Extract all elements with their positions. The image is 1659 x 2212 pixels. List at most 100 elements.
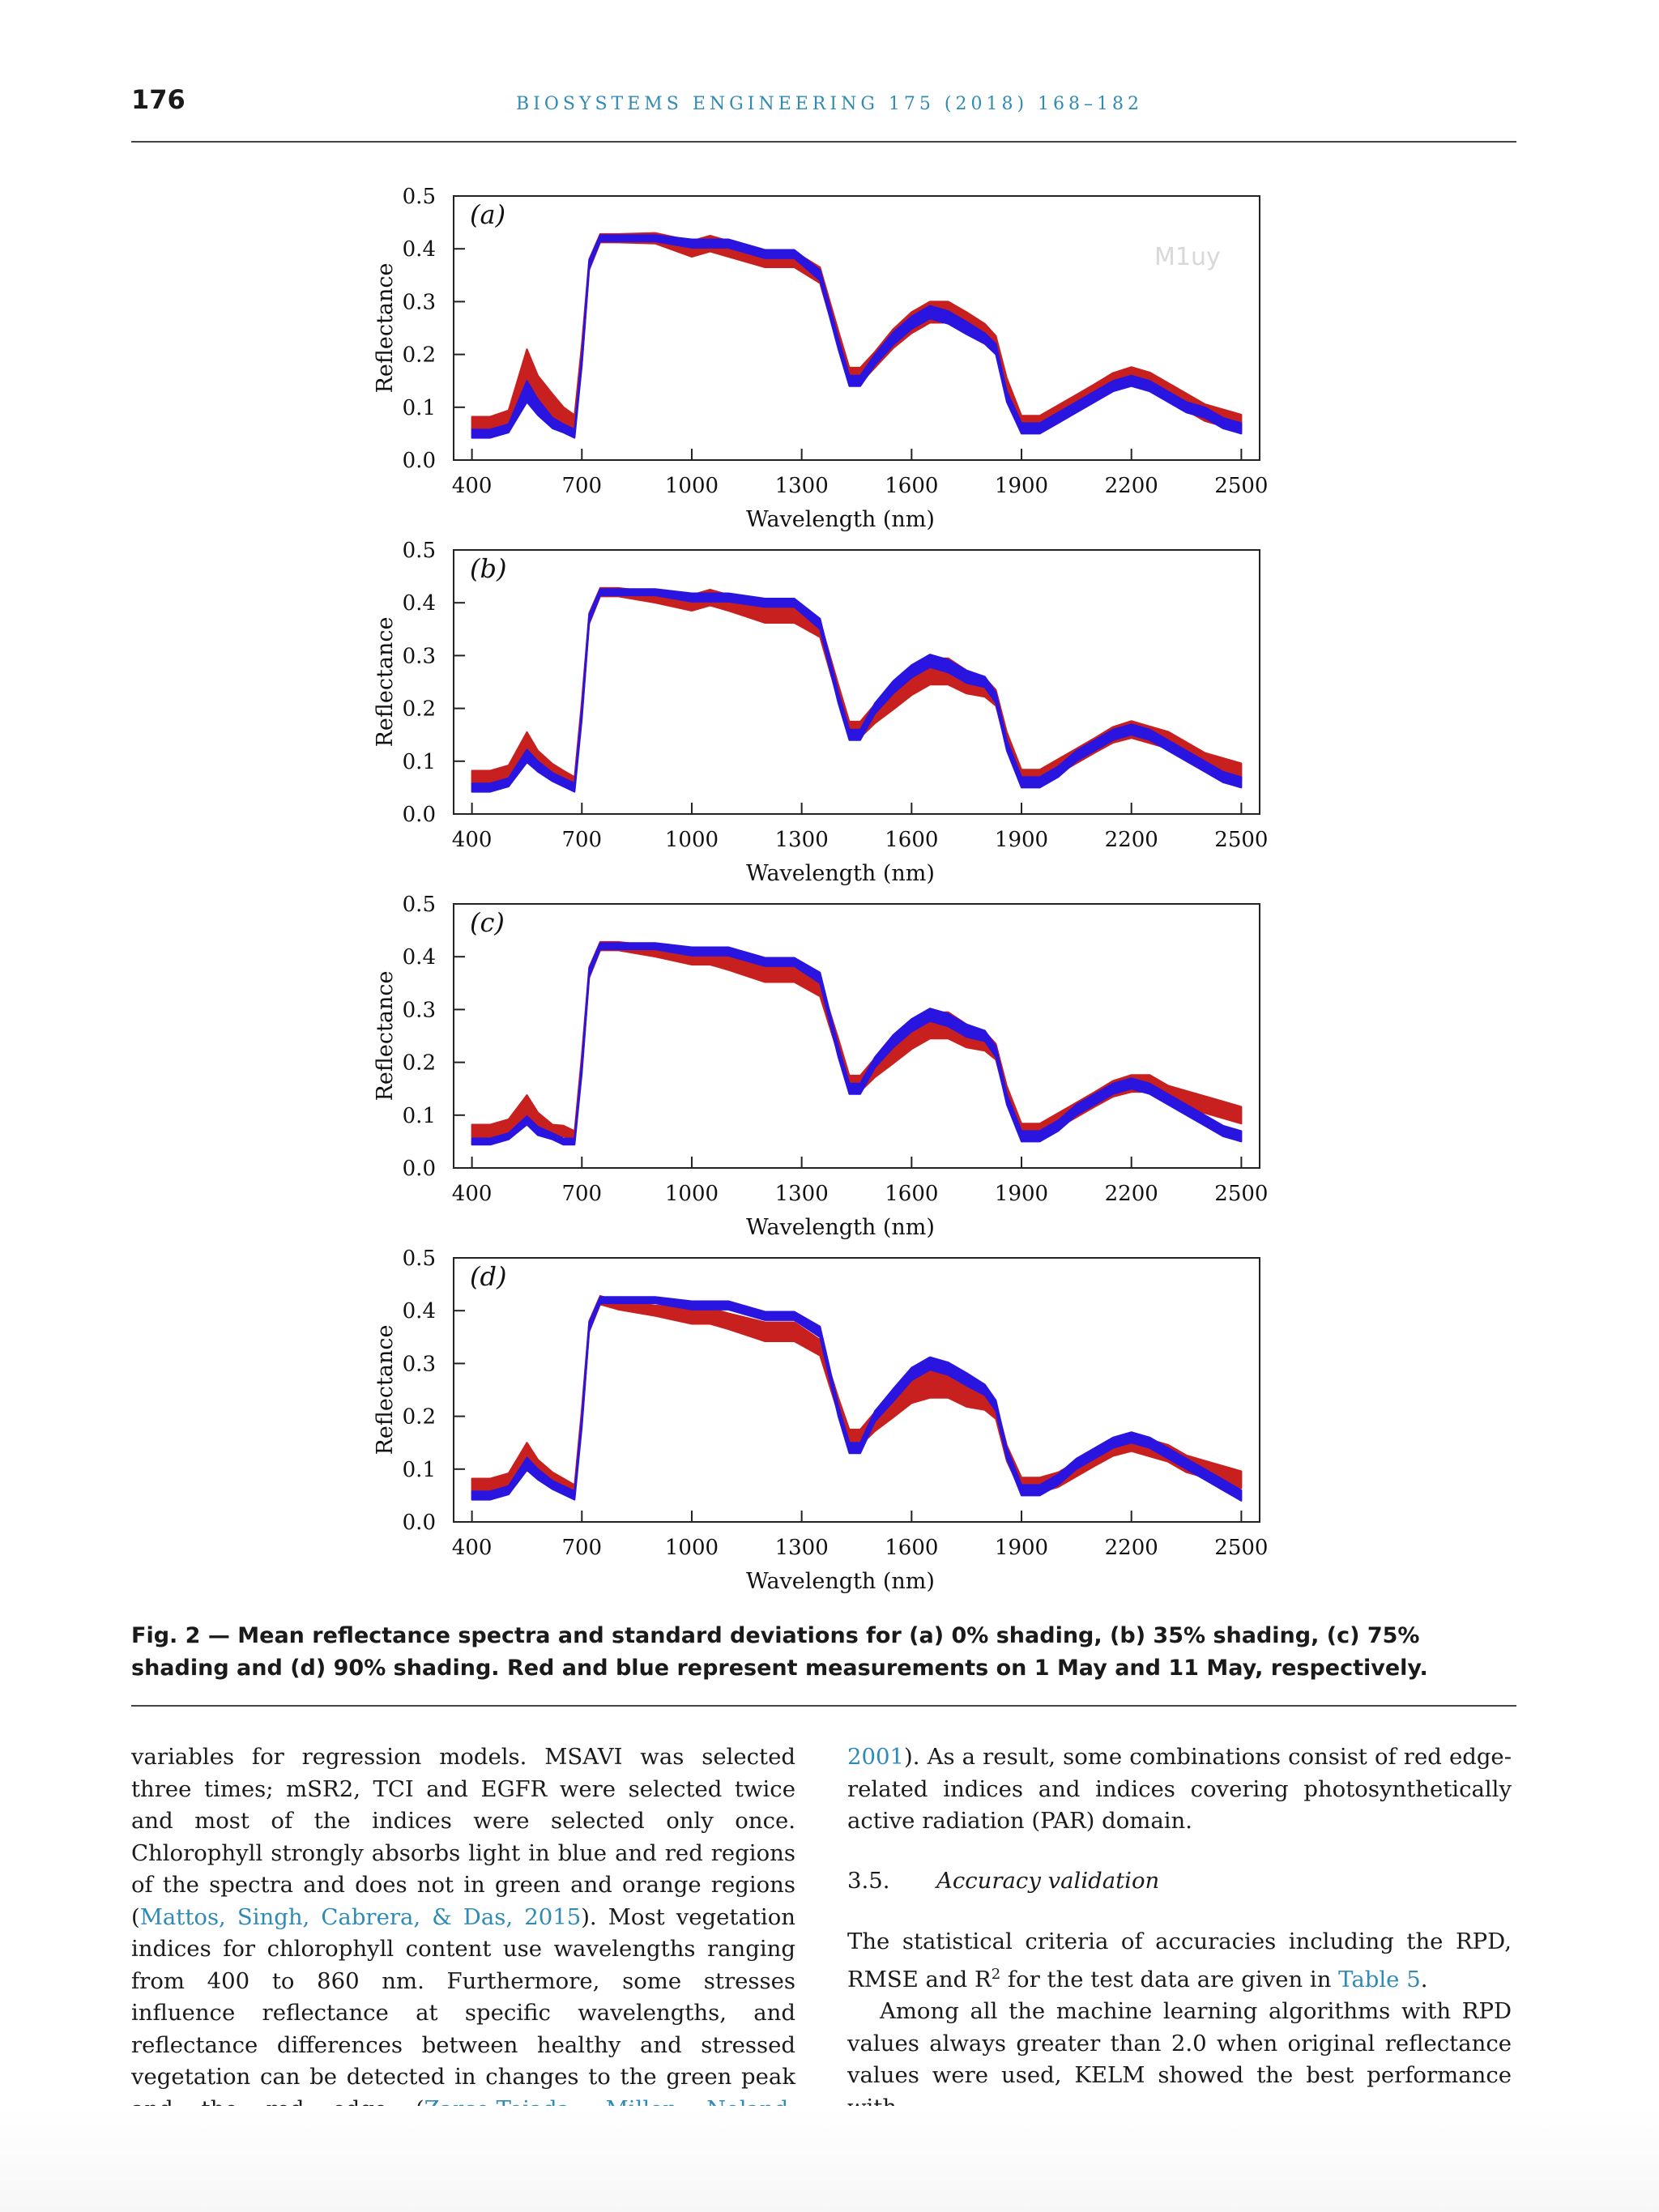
x-tick-label: 1000 <box>665 1182 719 1206</box>
x-tick-label: 1600 <box>885 1536 938 1560</box>
text: Among all the machine learning algorithm… <box>847 1998 1512 2120</box>
spectra-panel-a: 400 700 1000 1300 1600 1900 2200 2500 0.0 0.1 0.2 0… <box>373 185 1268 532</box>
y-tick-label: 0.3 <box>403 998 436 1022</box>
paragraph: 2001). As a result, some combinations co… <box>847 1741 1512 1838</box>
text: ). As a result, some combinations consis… <box>847 1744 1512 1834</box>
y-tick-label: 0.1 <box>403 750 436 774</box>
x-tick-label: 2500 <box>1214 474 1268 498</box>
y-axis-label: Reflectance <box>373 971 398 1102</box>
x-tick-label: 1600 <box>885 1182 938 1206</box>
x-tick-label: 400 <box>452 1536 493 1560</box>
x-tick-label: 400 <box>452 474 493 498</box>
x-tick-label: 1300 <box>775 1536 829 1560</box>
panel-label: (d) <box>470 1261 506 1292</box>
may11-spectrum-band <box>471 942 1243 1146</box>
x-tick-label: 1300 <box>775 1182 829 1206</box>
y-tick-label: 0.2 <box>403 1405 436 1430</box>
plot-frame <box>453 903 1260 1169</box>
x-axis-label: Wavelength (nm) <box>746 1569 935 1594</box>
x-tick-label: 1900 <box>995 1182 1048 1206</box>
y-tick-label: 0.3 <box>403 290 436 314</box>
x-tick-label: 400 <box>452 828 493 852</box>
journal-running-head: BIOSYSTEMS ENGINEERING 175 (2018) 168–18… <box>515 94 1143 114</box>
caption-label: Fig. 2 — <box>131 1623 238 1648</box>
paragraph: variables for regression models. MSAVI w… <box>131 1741 795 2158</box>
x-tick-label: 1300 <box>775 828 829 852</box>
text: for the test data are given in <box>1000 1966 1339 1993</box>
x-tick-label: 1900 <box>995 1536 1048 1560</box>
text: ). Most vegetation indices for chlorophy… <box>131 1903 795 2122</box>
may1-spectrum-band <box>471 1294 1243 1497</box>
x-tick-label: 700 <box>561 828 602 852</box>
caption-text: Mean reflectance spectra and standard de… <box>131 1623 1428 1681</box>
text: . <box>1420 1966 1428 1993</box>
y-tick-label: 0.4 <box>403 1299 436 1323</box>
text: variables for regression models. MSAVI w… <box>131 1744 795 1930</box>
panel-label: (b) <box>470 553 506 584</box>
spectra-panel-c: 400 700 1000 1300 1600 1900 2200 2500 0.0 0.1 0.2 0… <box>373 893 1268 1240</box>
superscript: 2 <box>991 1965 1001 1983</box>
plot-frame <box>453 195 1260 461</box>
x-tick-label: 1000 <box>665 1536 719 1560</box>
y-tick-label: 0.0 <box>403 1157 436 1181</box>
citation-link[interactable]: 2001 <box>847 1744 904 1770</box>
y-axis-label: Reflectance <box>373 1325 398 1455</box>
panel-label: (c) <box>470 907 505 938</box>
x-tick-label: 1000 <box>665 474 719 498</box>
citation-link[interactable]: Mattos, Singh, Cabrera, & Das, 2015 <box>139 1903 582 1930</box>
x-tick-label: 1900 <box>995 828 1048 852</box>
y-tick-label: 0.3 <box>403 1352 436 1376</box>
x-tick-label: 1600 <box>885 474 938 498</box>
x-tick-label: 2500 <box>1214 1182 1268 1206</box>
may11-spectrum-band <box>471 234 1243 439</box>
x-tick-label: 400 <box>452 1182 493 1206</box>
x-tick-label: 1300 <box>775 474 829 498</box>
may11-spectrum-band <box>471 1296 1243 1502</box>
y-tick-label: 0.5 <box>403 539 436 563</box>
may11-spectrum-band <box>471 588 1243 793</box>
spectra-panel-d: 400 700 1000 1300 1600 1900 2200 2500 0.0 0.1 0.2 0… <box>373 1247 1268 1594</box>
y-tick-label: 0.3 <box>403 644 436 668</box>
y-tick-label: 0.2 <box>403 343 436 368</box>
y-tick-label: 0.4 <box>403 237 436 262</box>
plot-frame <box>453 549 1260 815</box>
paragraph: The statistical criteria of accuracies i… <box>847 1926 1512 1996</box>
x-tick-label: 2200 <box>1105 474 1158 498</box>
y-tick-label: 0.1 <box>403 1104 436 1128</box>
x-tick-label: 2200 <box>1105 1536 1158 1560</box>
y-tick-label: 0.4 <box>403 591 436 616</box>
x-axis-label: Wavelength (nm) <box>746 1215 935 1240</box>
header-rule <box>131 141 1516 143</box>
x-tick-label: 700 <box>561 1536 602 1560</box>
table-link[interactable]: Table 5 <box>1338 1966 1421 1993</box>
plot-frame <box>453 1257 1260 1523</box>
panel-label: (a) <box>470 199 505 230</box>
y-tick-label: 0.5 <box>403 185 436 209</box>
body-column-left: variables for regression models. MSAVI w… <box>131 1741 795 2158</box>
may1-spectrum-band <box>471 940 1243 1143</box>
figure-caption: Fig. 2 — Mean reflectance spectra and st… <box>131 1620 1516 1685</box>
y-tick-label: 0.0 <box>403 803 436 827</box>
x-axis-label: Wavelength (nm) <box>746 861 935 886</box>
x-tick-label: 700 <box>561 474 602 498</box>
y-tick-label: 0.0 <box>403 1511 436 1535</box>
may1-spectrum-band <box>471 232 1243 433</box>
x-tick-label: 2500 <box>1214 1536 1268 1560</box>
paragraph: Among all the machine learning algorithm… <box>847 1996 1512 2124</box>
y-tick-label: 0.1 <box>403 396 436 420</box>
body-column-right: 2001). As a result, some combinations co… <box>847 1741 1512 2124</box>
spectra-panel-b: 400 700 1000 1300 1600 1900 2200 2500 0.0 0.1 0.2 0… <box>373 539 1268 886</box>
y-tick-label: 0.0 <box>403 449 436 473</box>
x-axis-label: Wavelength (nm) <box>746 507 935 532</box>
y-tick-label: 0.2 <box>403 697 436 722</box>
text: The statistical criteria of accuracies i… <box>847 1929 1512 1993</box>
x-tick-label: 1900 <box>995 474 1048 498</box>
y-axis-label: Reflectance <box>373 263 398 394</box>
y-tick-label: 0.2 <box>403 1051 436 1076</box>
caption-rule <box>131 1705 1516 1707</box>
x-tick-label: 2500 <box>1214 828 1268 852</box>
x-tick-label: 2200 <box>1105 1182 1158 1206</box>
watermark: M1uy <box>1154 243 1221 271</box>
x-tick-label: 1000 <box>665 828 719 852</box>
y-tick-label: 0.1 <box>403 1458 436 1482</box>
